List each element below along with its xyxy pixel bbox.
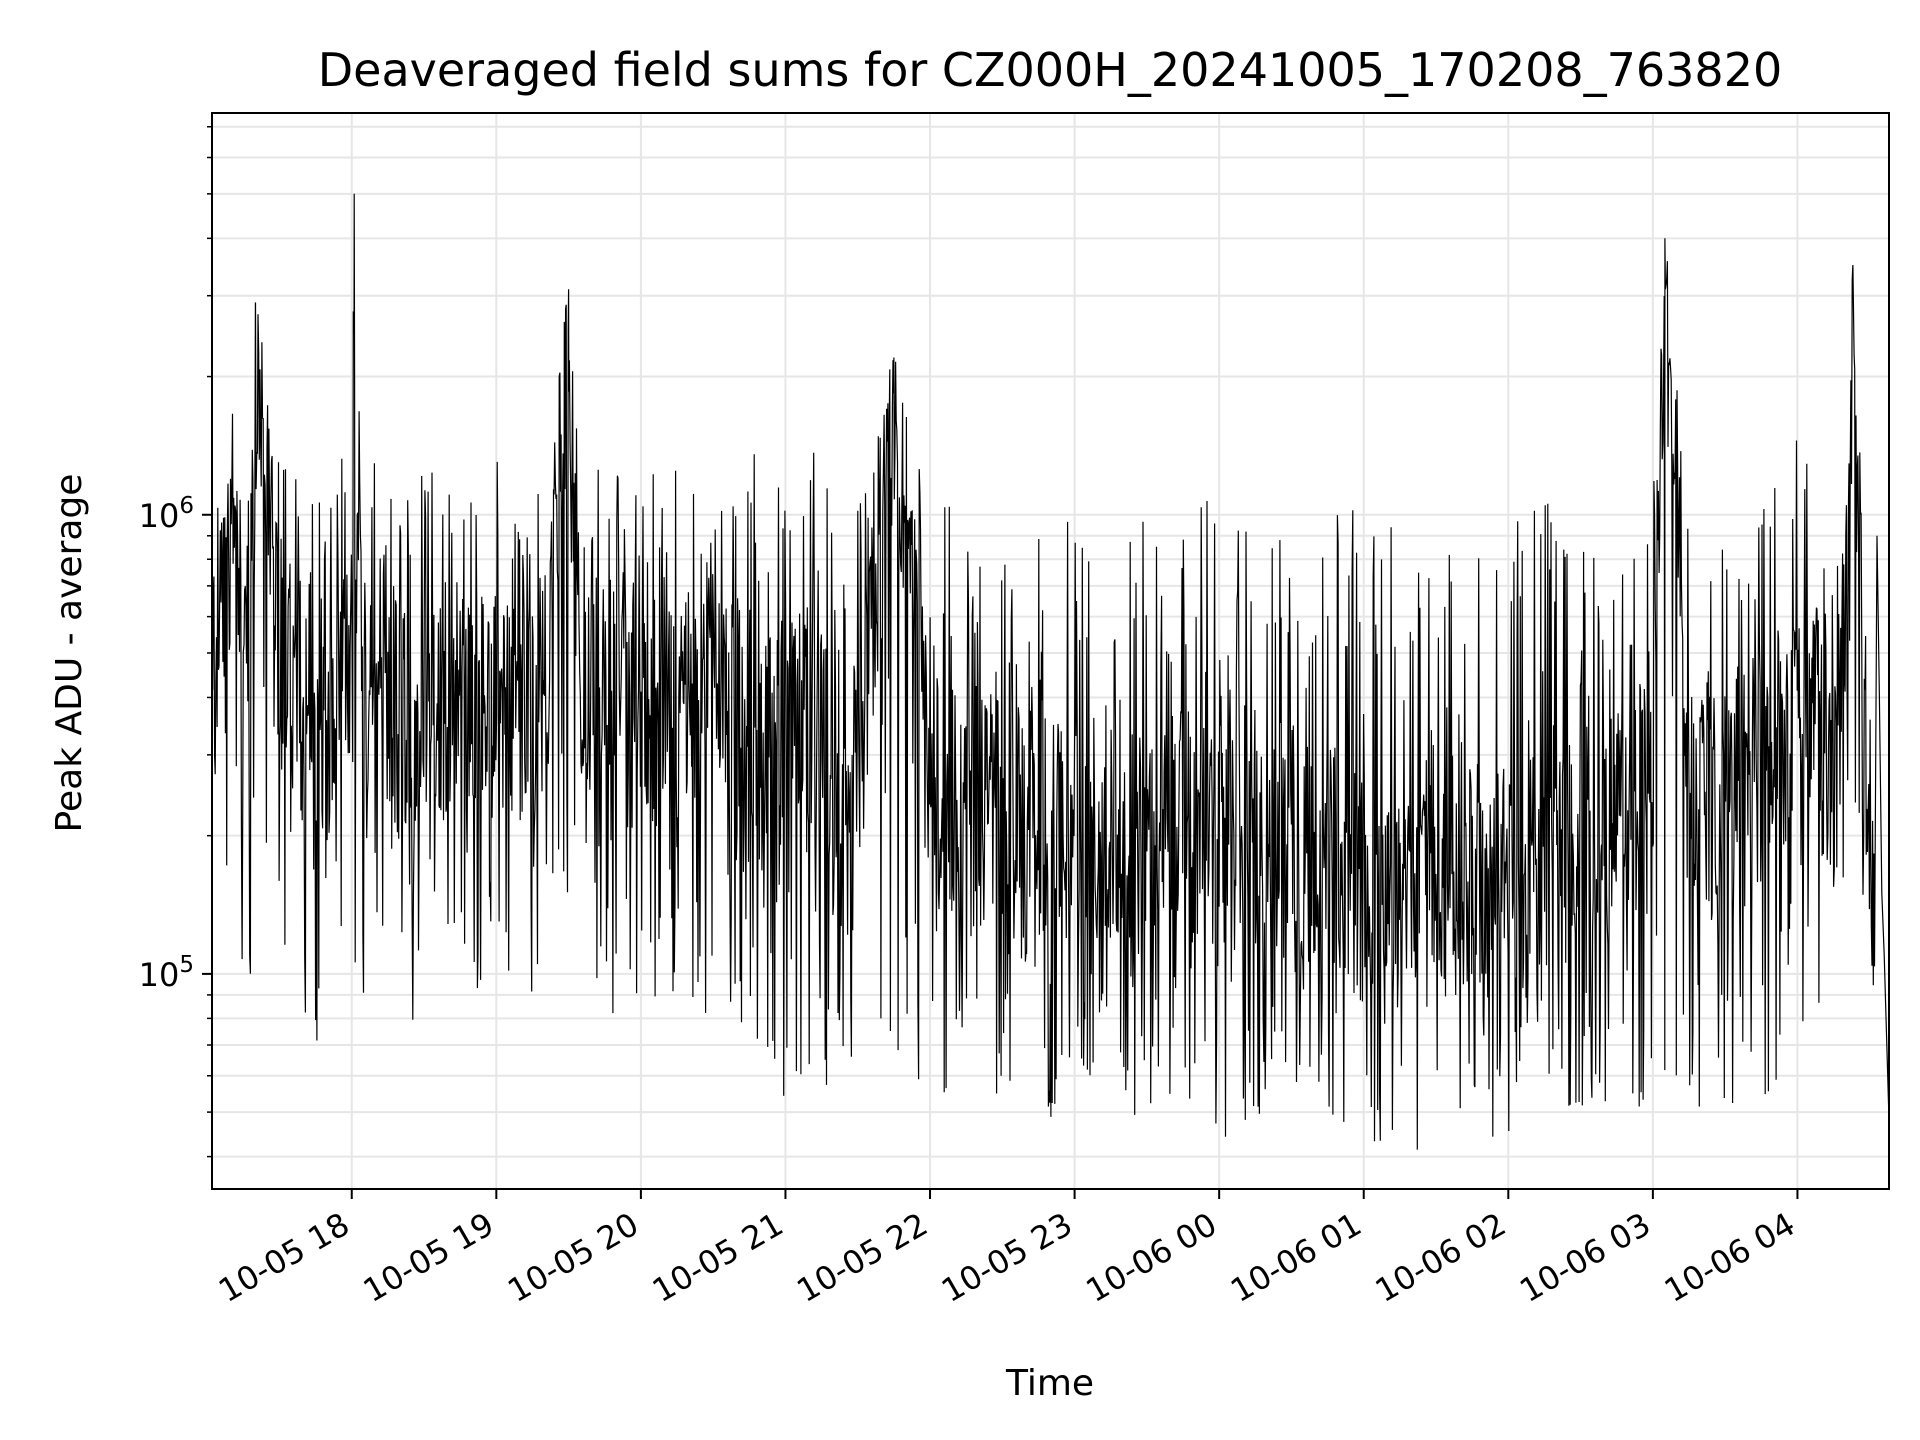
series-line: [211, 193, 1890, 1150]
x-axis-label: Time: [1005, 1363, 1094, 1404]
series-path: [211, 193, 1890, 1150]
plot-frame: [211, 112, 1890, 1190]
chart-title: Deaveraged field sums for CZ000H_2024100…: [318, 43, 1782, 97]
y-tick-label: 105: [139, 952, 194, 994]
y-tick-label: 106: [139, 493, 194, 535]
y-axis-label: Peak ADU - average: [49, 474, 90, 833]
